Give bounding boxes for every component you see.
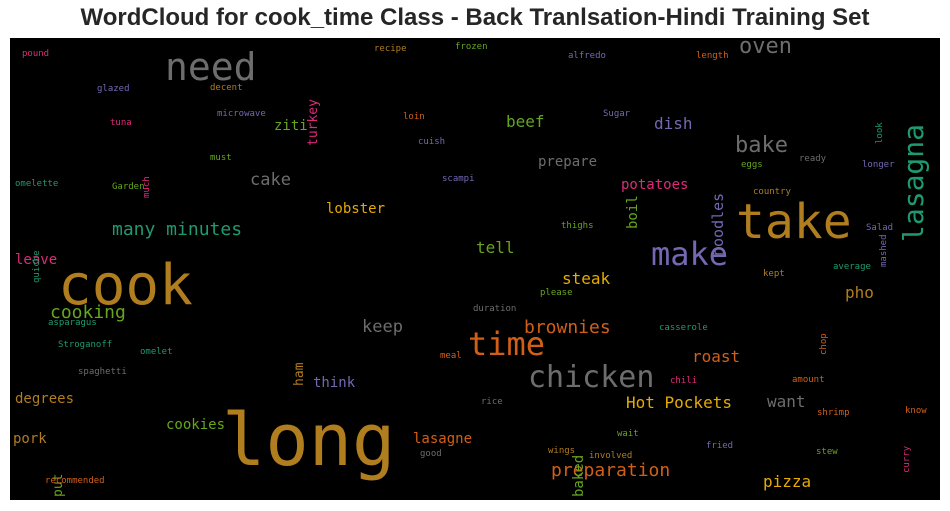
- word-recipe: recipe: [374, 44, 407, 54]
- word-asparagus: asparagus: [48, 318, 97, 328]
- word-look: look: [875, 122, 885, 144]
- word-want: want: [767, 392, 806, 411]
- word-noodles: noodles: [709, 192, 727, 256]
- word-recommended: recommended: [45, 476, 105, 486]
- word-time: time: [468, 325, 546, 363]
- word-microwave: microwave: [217, 109, 266, 119]
- word-thighs: thighs: [561, 221, 594, 231]
- word-duration: duration: [473, 304, 517, 314]
- word-shrimp: shrimp: [817, 408, 850, 418]
- word-prepare: prepare: [538, 154, 598, 170]
- word-know: know: [905, 406, 927, 416]
- word-tell: tell: [476, 238, 515, 257]
- word-please: please: [540, 288, 573, 298]
- word-roast: roast: [692, 347, 741, 366]
- word-lasagna: lasagna: [897, 123, 930, 242]
- word-salad: Salad: [866, 223, 894, 233]
- word-stroganoff: Stroganoff: [58, 340, 113, 350]
- word-ham: ham: [292, 362, 307, 386]
- word-curry: curry: [902, 445, 912, 473]
- word-chicken: chicken: [528, 360, 655, 395]
- word-average: average: [833, 262, 871, 272]
- word-dish: dish: [654, 114, 693, 133]
- word-involved: involved: [589, 451, 633, 461]
- word-frozen: frozen: [455, 42, 488, 52]
- word-country: country: [753, 187, 791, 197]
- word-omelet: omelet: [140, 347, 173, 357]
- word-spaghetti: spaghetti: [78, 367, 127, 377]
- word-keep: keep: [362, 317, 403, 337]
- word-lobster: lobster: [326, 201, 386, 217]
- word-make: make: [651, 235, 729, 273]
- word-pizza: pizza: [763, 472, 812, 491]
- word-oven: oven: [739, 38, 792, 59]
- word-think: think: [313, 375, 356, 391]
- word-bake: bake: [735, 133, 788, 158]
- word-sugar: Sugar: [603, 109, 631, 119]
- word-hot-pockets: Hot Pockets: [626, 393, 732, 412]
- word-potatoes: potatoes: [621, 177, 689, 193]
- word-baked: baked: [571, 454, 587, 497]
- word-turkey: turkey: [306, 98, 321, 146]
- word-chop: chop: [819, 333, 829, 355]
- word-ziti: ziti: [274, 118, 308, 134]
- word-cook: cook: [58, 253, 193, 318]
- word-long: long: [222, 398, 396, 482]
- word-wait: wait: [617, 429, 639, 439]
- word-ready: ready: [799, 154, 827, 164]
- word-take: take: [736, 194, 852, 250]
- word-amount: amount: [792, 375, 825, 385]
- word-wings: wings: [548, 446, 576, 456]
- word-steak: steak: [562, 269, 611, 288]
- wordcloud-canvas: long cook take need make time chicken lasagna ov…: [10, 38, 940, 500]
- word-chili: chili: [670, 376, 698, 386]
- word-fried: fried: [706, 441, 734, 451]
- word-casserole: casserole: [659, 323, 708, 333]
- word-boil: boil: [625, 195, 641, 229]
- word-longer: longer: [862, 160, 895, 170]
- word-kept: kept: [763, 269, 785, 279]
- word-alfredo: alfredo: [568, 51, 606, 61]
- word-length: length: [696, 51, 729, 61]
- word-beef: beef: [506, 112, 545, 131]
- word-cookies: cookies: [166, 417, 226, 433]
- chart-title: WordCloud for cook_time Class - Back Tra…: [80, 4, 870, 31]
- word-garden: Garden: [112, 182, 145, 192]
- word-good: good: [420, 449, 442, 459]
- word-loin: loin: [403, 112, 425, 122]
- word-cake: cake: [250, 170, 291, 190]
- word-eggs: eggs: [741, 160, 763, 170]
- word-preparation: preparation: [551, 460, 671, 481]
- word-pho: pho: [845, 283, 874, 302]
- word-cooking: cooking: [50, 302, 126, 323]
- word-must: must: [210, 153, 232, 163]
- word-brownies: brownies: [524, 317, 611, 338]
- word-mashed: mashed: [879, 234, 889, 267]
- word-glazed: glazed: [97, 84, 130, 94]
- word-many-minutes: many minutes: [112, 219, 243, 240]
- word-scampi: scampi: [442, 174, 475, 184]
- word-stew: stew: [816, 447, 838, 457]
- word-decent: decent: [210, 83, 243, 93]
- word-rice: rice: [481, 397, 503, 407]
- word-lasagne: lasagne: [413, 431, 473, 447]
- word-need: need: [165, 45, 257, 89]
- word-quiche: quiche: [32, 250, 42, 283]
- word-degrees: degrees: [15, 391, 75, 407]
- word-pork: pork: [13, 431, 47, 447]
- word-tuna: tuna: [110, 118, 132, 128]
- word-pound: pound: [22, 49, 50, 59]
- word-meal: meal: [440, 351, 462, 361]
- word-cuish: cuish: [418, 137, 446, 147]
- word-omelette: omelette: [15, 179, 59, 189]
- word-leave: leave: [15, 252, 58, 268]
